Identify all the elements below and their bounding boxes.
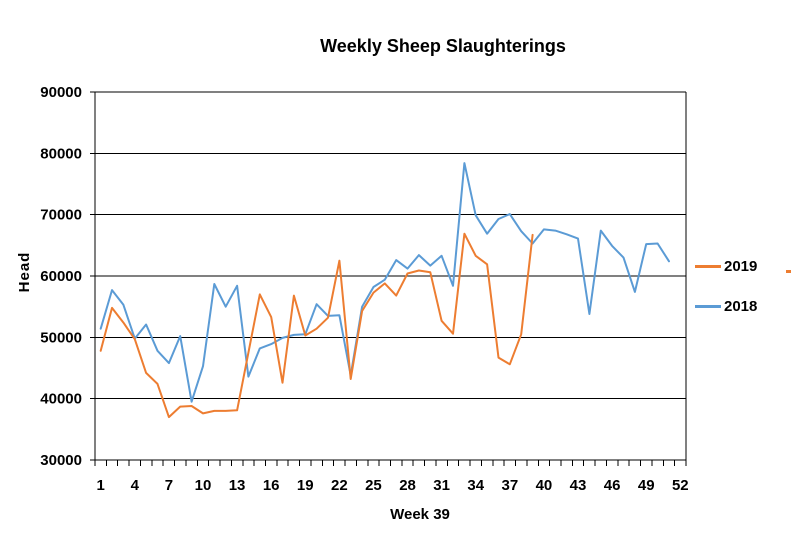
x-tick-label: 43 <box>570 477 587 494</box>
x-tick-label: 34 <box>467 477 484 494</box>
x-axis-title: Week 39 <box>390 506 450 523</box>
x-tick-label: 46 <box>604 477 621 494</box>
legend-label-2019: 2019 <box>724 257 758 275</box>
y-tick-label: 60000 <box>40 268 82 285</box>
y-tick-label: 70000 <box>40 207 82 224</box>
chart-title: Weekly Sheep Slaughterings <box>320 36 566 56</box>
x-tick-label: 13 <box>229 477 246 494</box>
x-tick-label: 16 <box>263 477 280 494</box>
y-tick-label: 40000 <box>40 391 82 408</box>
x-tick-label: 1 <box>97 477 105 494</box>
legend-line-swatch-2019 <box>695 264 721 268</box>
series-line-2019 <box>99 232 534 419</box>
x-tick-label: 4 <box>131 477 140 494</box>
cropped-edge-artifact <box>786 270 791 273</box>
series-line-2018 <box>99 162 670 403</box>
y-tick-label: 90000 <box>40 84 82 101</box>
legend-line-swatch-2018 <box>695 304 721 308</box>
x-tick-label: 10 <box>195 477 212 494</box>
legend-item-2018: 2018 <box>695 296 757 316</box>
x-tick-label: 28 <box>399 477 416 494</box>
x-tick-label: 25 <box>365 477 382 494</box>
y-tick-label: 50000 <box>40 329 82 346</box>
x-tick-label: 31 <box>433 477 450 494</box>
legend-item-2019: 2019 <box>695 256 757 276</box>
x-tick-label: 49 <box>638 477 655 494</box>
x-tick-label: 19 <box>297 477 314 494</box>
y-tick-label: 80000 <box>40 145 82 162</box>
y-tick-label: 30000 <box>40 452 82 469</box>
x-tick-label: 37 <box>501 477 518 494</box>
x-tick-label: 52 <box>672 477 689 494</box>
legend-label-2018: 2018 <box>724 297 758 315</box>
x-tick-label: 7 <box>165 477 173 494</box>
x-tick-label: 22 <box>331 477 348 494</box>
x-tick-label: 40 <box>536 477 553 494</box>
